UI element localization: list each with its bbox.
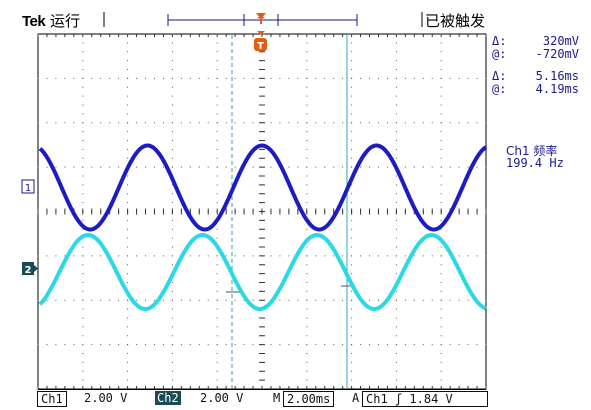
ch2-ground-marker[interactable]: 2 [22, 262, 38, 276]
measurement-value: 199.4 Hz [506, 156, 564, 170]
brand-logo: Tek [22, 13, 46, 30]
measurement-label: Ch1 频率 [506, 144, 558, 158]
ch1-ground-marker[interactable]: 1 [21, 179, 35, 194]
timebase-label: M [273, 391, 281, 405]
amp-delta-symbol: Δ: [492, 34, 507, 48]
ch1-label[interactable]: Ch1 [37, 391, 67, 407]
amp-at-symbol: @: [492, 47, 507, 61]
time-delta-value: 5.16ms [535, 69, 579, 83]
run-state: 运行 [50, 12, 81, 30]
brand-run-state: Tek 运行 [22, 10, 80, 31]
trigger-status: 已被触发 [425, 12, 486, 30]
ch1-marker-label: 1 [25, 183, 31, 194]
amp-delta-value: 320mV [542, 34, 579, 48]
status-divider [38, 389, 486, 390]
ch2-waveform [38, 233, 487, 311]
trigger-point-label: T [257, 41, 264, 52]
trigger-slope-icon: ʃ [394, 392, 403, 406]
trigger-settings[interactable]: Ch1 ʃ 1.84 V [362, 391, 488, 407]
trigger-point-marker[interactable]: T [254, 38, 267, 52]
cursor-time-delta: Δ: 5.16ms [492, 69, 579, 83]
ch1-waveform [38, 143, 488, 232]
trigger-mode[interactable]: A [352, 391, 360, 405]
time-at-value: 4.19ms [535, 82, 579, 96]
time-at-symbol: @: [492, 82, 507, 96]
ch2-label[interactable]: Ch2 [155, 391, 181, 405]
amp-at-value: -720mV [535, 47, 579, 61]
time-delta-symbol: Δ: [492, 69, 507, 83]
trigger-source: Ch1 [366, 392, 388, 406]
ch2-scale[interactable]: 2.00 V [200, 391, 244, 405]
graticule-grid [37, 33, 487, 390]
cursor-time-at: @: 4.19ms [492, 82, 579, 96]
ch2-marker-label: 2 [25, 265, 32, 276]
trigger-position-marker[interactable]: T [256, 13, 266, 35]
trigger-top-label: T [258, 16, 265, 27]
ch1-scale[interactable]: 2.00 V [84, 391, 128, 405]
record-position-indicator [167, 14, 358, 26]
trigger-level: 1.84 V [409, 392, 453, 406]
cursor-amplitude-delta: Δ: 320mV [492, 34, 579, 48]
timebase-value[interactable]: 2.00ms [283, 391, 335, 407]
cursor-amplitude-at: @: -720mV [492, 47, 579, 61]
